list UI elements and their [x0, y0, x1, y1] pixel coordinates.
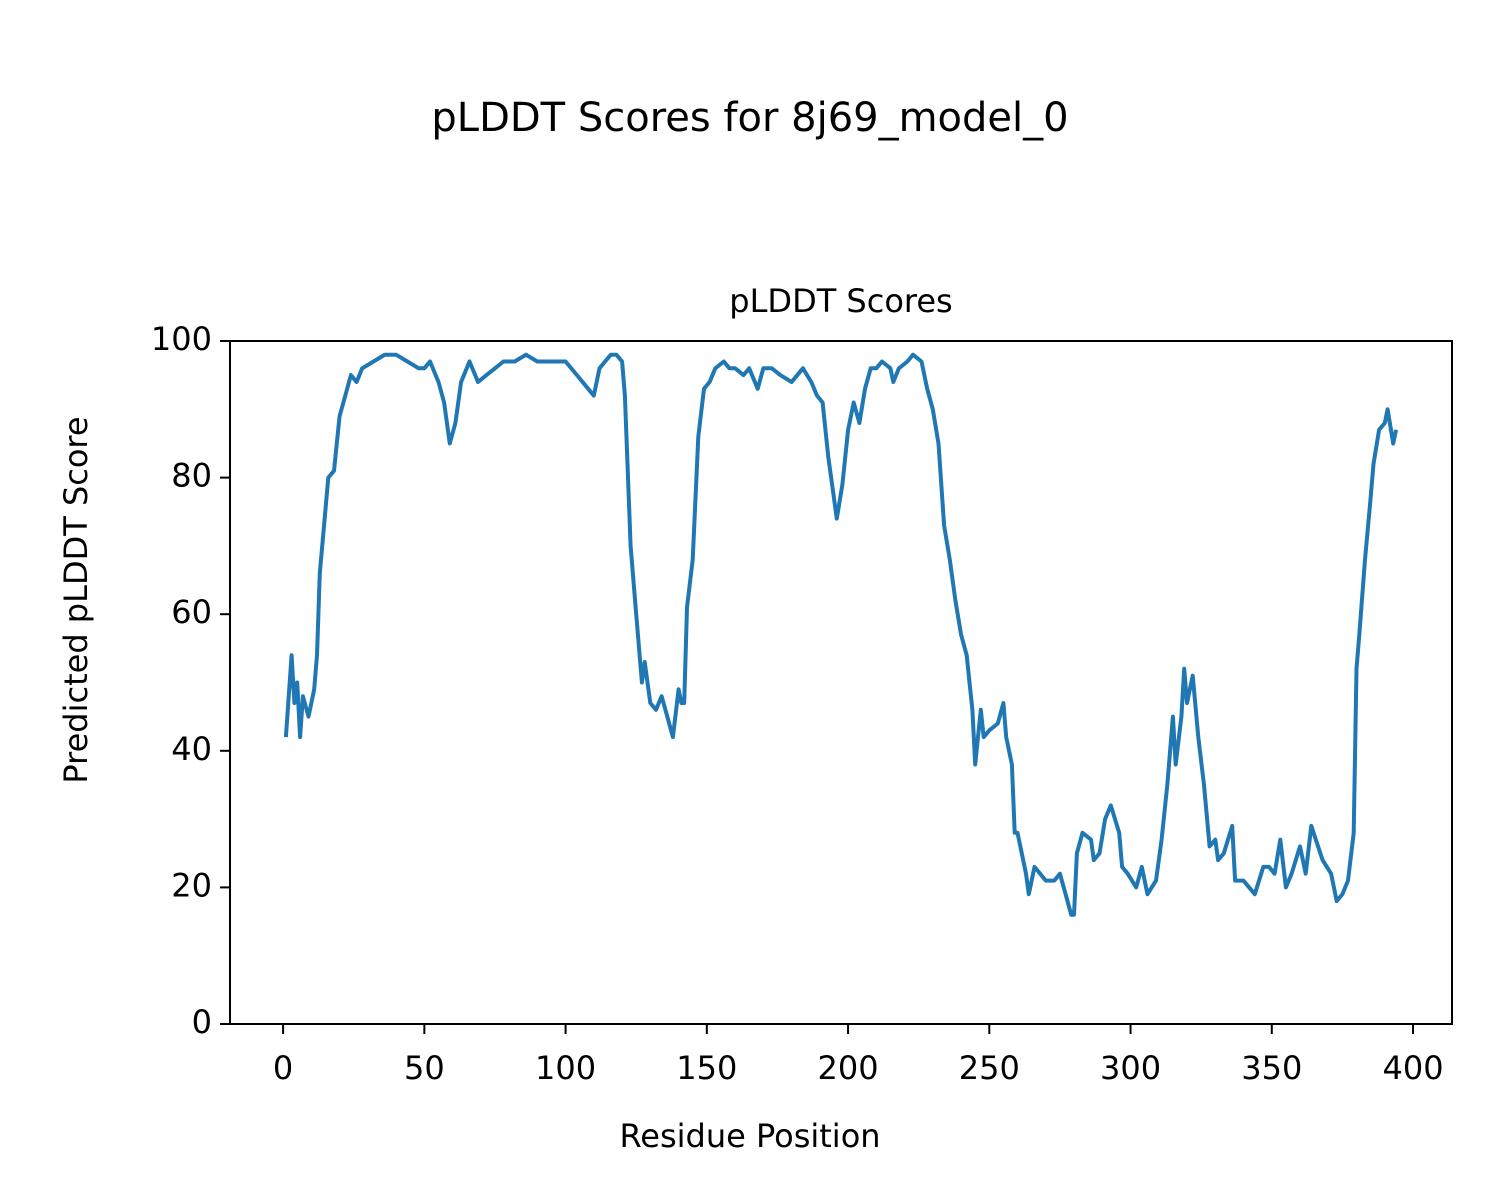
- y-tick-label: 0: [192, 1003, 212, 1041]
- x-tick-label: 350: [1241, 1049, 1302, 1087]
- y-tick-label: 100: [151, 320, 212, 358]
- y-tick-label: 40: [171, 730, 212, 768]
- y-axis-label: Predicted pLDDT Score: [57, 416, 95, 783]
- data-line: [283, 352, 1399, 917]
- x-axis-label: Residue Position: [619, 1117, 880, 1155]
- x-tick-label: 100: [535, 1049, 596, 1087]
- y-tick-label: 60: [171, 593, 212, 631]
- chart-title: pLDDT Scores for 8j69_model_0: [431, 95, 1068, 141]
- y-tick-label: 80: [171, 457, 212, 495]
- x-tick-label: 400: [1382, 1049, 1443, 1087]
- x-tick-label: 150: [676, 1049, 737, 1087]
- y-tick-label: 20: [171, 866, 212, 904]
- x-tick-label: 300: [1100, 1049, 1161, 1087]
- x-tick-label: 200: [818, 1049, 879, 1087]
- x-tick-label: 50: [404, 1049, 445, 1087]
- x-tick-label: 250: [959, 1049, 1020, 1087]
- x-tick-label: 0: [273, 1049, 293, 1087]
- axes-title: pLDDT Scores: [729, 282, 952, 320]
- axes-frame: [229, 340, 1453, 1025]
